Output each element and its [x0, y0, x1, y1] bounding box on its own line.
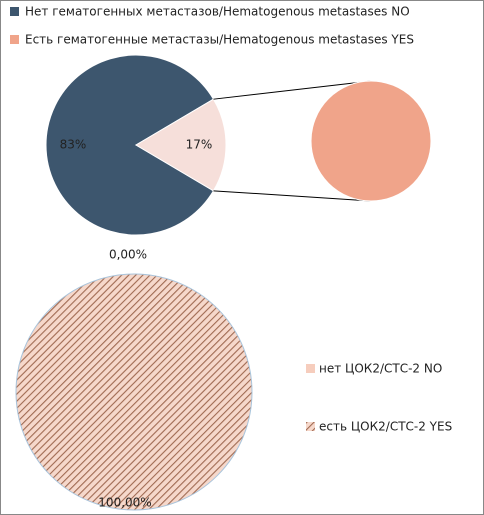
- legend-marker: [10, 35, 19, 44]
- data-label: 100,00%: [98, 496, 151, 510]
- data-label: 83%: [60, 138, 87, 152]
- legend-label: Есть гематогенные метастазы/Hematogenous…: [25, 33, 414, 47]
- legend-label: нет ЦОК2/СТС-2 NO: [319, 362, 442, 376]
- legend-marker: [306, 422, 315, 431]
- connector: [213, 190, 372, 202]
- connector: [213, 80, 372, 100]
- pie-slice: [45, 54, 215, 236]
- data-label: 0,00%: [109, 248, 147, 262]
- legend-marker: [10, 7, 19, 16]
- pie-slice: [15, 273, 253, 511]
- pie-slice: [135, 98, 227, 192]
- legend-label: есть ЦОК2/СТС-2 YES: [319, 420, 452, 434]
- legend-label: Нет гематогенных метастазов/Hematogenous…: [25, 5, 410, 19]
- data-label: 17%: [186, 138, 213, 152]
- secondary-pie: [310, 80, 432, 202]
- legend-marker: [306, 364, 315, 373]
